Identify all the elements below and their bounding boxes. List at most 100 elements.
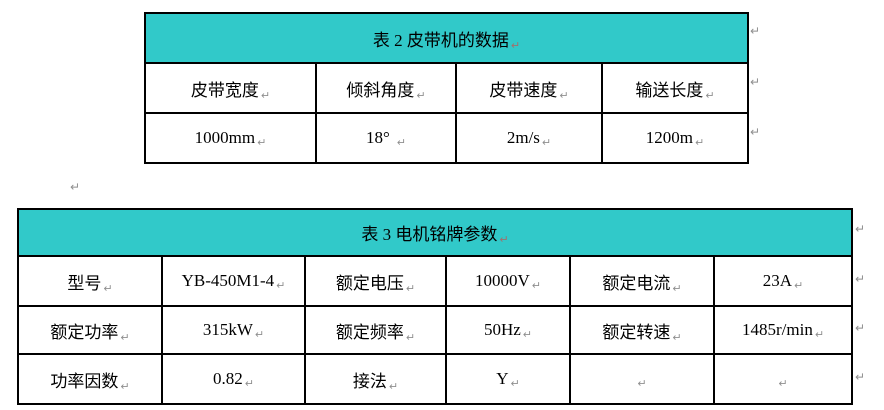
label-cell: 额定频率 ↵ bbox=[304, 305, 447, 355]
value-text: YB-450M1-4 bbox=[181, 271, 275, 290]
header-cell: 皮带宽度 ↵ bbox=[144, 62, 317, 114]
table-row: 型号 ↵ YB-450M1-4 ↵ 额定电压 ↵ 10000V ↵ 额定电流 ↵ 23A ↵ bbox=[17, 255, 854, 307]
label-text: 额定转速 bbox=[602, 322, 671, 342]
label-text: 功率因数 bbox=[50, 371, 119, 391]
value-text: 1000mm bbox=[194, 128, 256, 147]
value-text: 10000V bbox=[475, 271, 530, 290]
paragraph-mark-icon: ↵ bbox=[120, 330, 130, 344]
value-text: 315kW bbox=[202, 320, 253, 339]
value-text: 0.82 bbox=[213, 369, 243, 388]
header-cell: 倾斜角度 ↵ bbox=[315, 62, 457, 114]
table2-title: 表 2 皮带机的数据 bbox=[372, 30, 509, 50]
value-cell: 2m/s ↵ bbox=[455, 112, 603, 164]
value-cell: 18° ↵ bbox=[315, 112, 457, 164]
value-text: 50Hz bbox=[483, 320, 521, 339]
label-text: 额定电流 bbox=[602, 273, 671, 293]
header-cell: 输送长度 ↵ bbox=[600, 62, 750, 114]
row-end-mark-icon: ↵ bbox=[855, 272, 866, 286]
paragraph-mark-icon: ↵ bbox=[794, 279, 804, 292]
label-text: 型号 bbox=[67, 273, 102, 293]
row-end-mark-icon: ↵ bbox=[855, 370, 866, 384]
value-text: 2m/s bbox=[506, 128, 540, 147]
label-cell: 额定功率 ↵ bbox=[17, 305, 163, 355]
label-cell: 额定电压 ↵ bbox=[304, 255, 447, 307]
paragraph-mark-icon: ↵ bbox=[510, 377, 520, 390]
value-cell: 1200m ↵ bbox=[600, 112, 750, 164]
table-belt-conveyor-data: 表 2 皮带机的数据 ↵ 皮带宽度 ↵ 倾斜角度 ↵ 皮带速度 ↵ 输送长度 ↵ 1000… bbox=[143, 12, 750, 164]
paragraph-mark-icon: ↵ bbox=[541, 136, 552, 149]
value-text: 1200m bbox=[645, 128, 694, 147]
paragraph-mark-icon: ↵ bbox=[637, 377, 647, 390]
paragraph-mark-icon: ↵ bbox=[244, 377, 254, 390]
value-text: 18° bbox=[365, 128, 390, 147]
value-cell: 23A ↵ bbox=[712, 255, 854, 307]
paragraph-mark-icon: ↵ bbox=[672, 330, 682, 344]
paragraph-mark-icon: ↵ bbox=[695, 136, 705, 149]
table-row: 表 3 电机铭牌参数 ↵ bbox=[16, 208, 854, 257]
value-cell: 0.82 ↵ bbox=[161, 353, 306, 405]
label-cell: 额定电流 ↵ bbox=[569, 255, 715, 307]
label-cell: 接法 ↵ bbox=[304, 353, 447, 405]
paragraph-mark-icon: ↵ bbox=[522, 328, 533, 341]
paragraph-mark-icon: ↵ bbox=[70, 180, 81, 194]
paragraph-mark-icon: ↵ bbox=[531, 279, 541, 292]
table-motor-nameplate-parameters: 表 3 电机铭牌参数 ↵ 型号 ↵ YB-450M1-4 ↵ 额定电压 ↵ 10000V… bbox=[16, 208, 854, 405]
value-cell: 315kW ↵ bbox=[161, 305, 306, 355]
value-cell: 1000mm ↵ bbox=[144, 112, 317, 164]
paragraph-mark-icon: ↵ bbox=[405, 281, 416, 295]
paragraph-mark-icon: ↵ bbox=[405, 330, 416, 344]
empty-cell: ↵ bbox=[569, 353, 715, 405]
value-cell: 10000V ↵ bbox=[445, 255, 571, 307]
table-row: 皮带宽度 ↵ 倾斜角度 ↵ 皮带速度 ↵ 输送长度 ↵ bbox=[144, 62, 750, 114]
paragraph-mark-icon: ↵ bbox=[257, 136, 267, 149]
paragraph-mark-icon: ↵ bbox=[103, 281, 113, 295]
header-label: 皮带宽度 bbox=[190, 80, 259, 100]
paragraph-mark-icon: ↵ bbox=[559, 88, 569, 102]
row-end-mark-icon: ↵ bbox=[750, 125, 761, 139]
paragraph-mark-icon: ↵ bbox=[276, 279, 286, 292]
value-text: Y bbox=[496, 369, 509, 388]
header-label: 皮带速度 bbox=[489, 80, 558, 100]
table2-title-cell: 表 2 皮带机的数据 ↵ bbox=[143, 12, 750, 64]
value-cell: 50Hz ↵ bbox=[445, 305, 571, 355]
paragraph-mark-icon: ↵ bbox=[499, 233, 509, 246]
paragraph-mark-icon: ↵ bbox=[778, 377, 788, 390]
label-text: 额定频率 bbox=[335, 322, 404, 342]
table-row: 表 2 皮带机的数据 ↵ bbox=[143, 12, 750, 64]
header-label: 输送长度 bbox=[635, 80, 704, 100]
paragraph-mark-icon: ↵ bbox=[705, 88, 715, 102]
label-text: 额定功率 bbox=[50, 322, 119, 342]
paragraph-mark-icon: ↵ bbox=[388, 379, 399, 393]
label-text: 额定电压 bbox=[335, 273, 404, 293]
value-text: 23A bbox=[762, 271, 793, 290]
header-label: 倾斜角度 bbox=[346, 80, 415, 100]
paragraph-mark-icon: ↵ bbox=[814, 328, 825, 341]
table-row: 功率因数 ↵ 0.82 ↵ 接法 ↵ Y ↵ ↵ ↵ bbox=[17, 353, 854, 405]
paragraph-mark-icon: ↵ bbox=[416, 88, 426, 102]
label-cell: 型号 ↵ bbox=[17, 255, 163, 307]
paragraph-mark-icon: ↵ bbox=[510, 38, 521, 52]
table-row: 1000mm ↵ 18° ↵ 2m/s ↵ 1200m ↵ bbox=[144, 112, 750, 164]
paragraph-mark-icon: ↵ bbox=[120, 379, 130, 393]
table3-title-cell: 表 3 电机铭牌参数 ↵ bbox=[16, 208, 854, 257]
paragraph-mark-icon: ↵ bbox=[260, 88, 271, 102]
label-cell: 功率因数 ↵ bbox=[17, 353, 163, 405]
label-text: 接法 bbox=[352, 371, 387, 391]
table3-title: 表 3 电机铭牌参数 bbox=[361, 225, 498, 244]
value-text: 1485r/min bbox=[741, 320, 813, 339]
row-end-mark-icon: ↵ bbox=[750, 24, 761, 38]
header-cell: 皮带速度 ↵ bbox=[455, 62, 603, 114]
paragraph-mark-icon: ↵ bbox=[672, 281, 682, 295]
table-row: 额定功率 ↵ 315kW ↵ 额定频率 ↵ 50Hz ↵ 额定转速 ↵ 1485r/min… bbox=[17, 305, 854, 355]
paragraph-mark-icon: ↵ bbox=[254, 328, 265, 341]
row-end-mark-icon: ↵ bbox=[855, 321, 866, 335]
value-cell: 1485r/min ↵ bbox=[712, 305, 854, 355]
value-cell: Y ↵ bbox=[445, 353, 571, 405]
row-end-mark-icon: ↵ bbox=[750, 75, 761, 89]
paragraph-mark-icon: ↵ bbox=[396, 136, 407, 149]
label-cell: 额定转速 ↵ bbox=[569, 305, 715, 355]
row-end-mark-icon: ↵ bbox=[855, 222, 866, 236]
empty-cell: ↵ bbox=[712, 353, 854, 405]
value-cell: YB-450M1-4 ↵ bbox=[161, 255, 306, 307]
